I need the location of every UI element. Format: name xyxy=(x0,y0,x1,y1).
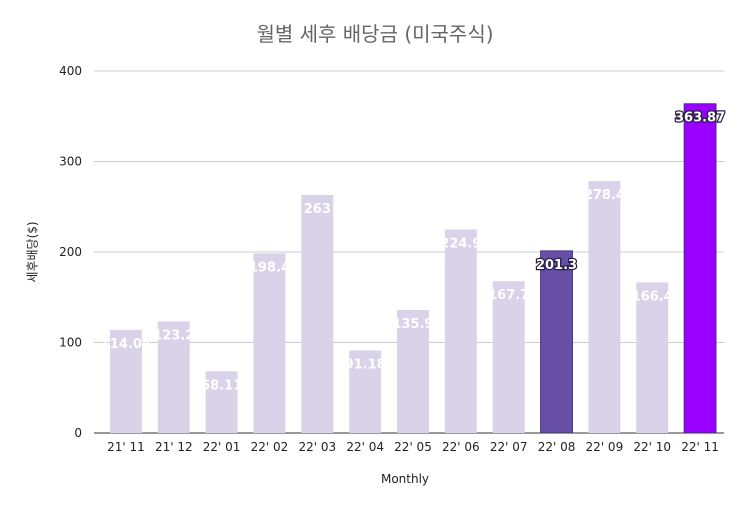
x-tick-label: 21' 11 xyxy=(107,440,145,454)
bar xyxy=(444,229,477,433)
x-tick-label: 22' 09 xyxy=(586,440,624,454)
data-label: 123.2 xyxy=(153,329,194,344)
data-label: 135.9 xyxy=(392,317,433,332)
x-tick-label: 22' 06 xyxy=(442,440,480,454)
y-tick-label: 200 xyxy=(59,245,82,259)
y-tick-label: 0 xyxy=(74,426,82,440)
bar xyxy=(588,181,621,433)
x-tick-label: 22' 08 xyxy=(538,440,576,454)
bar xyxy=(301,194,334,433)
x-tick-label: 22' 01 xyxy=(203,440,241,454)
x-tick-label: 22' 05 xyxy=(394,440,432,454)
data-label: 201.3 xyxy=(536,258,577,273)
data-label: 278.4 xyxy=(584,188,625,203)
bar xyxy=(397,310,429,433)
chart-title: 월별 세후 배당금 (미국주식) xyxy=(256,22,494,46)
x-tick-label: 22' 04 xyxy=(346,440,384,454)
bar xyxy=(205,371,238,433)
data-label: 166.4 xyxy=(632,289,673,304)
data-label: 363.87 xyxy=(675,111,725,126)
bar xyxy=(683,103,717,434)
x-tick-label: 22' 03 xyxy=(298,440,336,454)
bar xyxy=(349,350,382,433)
x-tick-label: 22' 07 xyxy=(490,440,528,454)
x-tick-label: 22' 10 xyxy=(633,440,671,454)
data-label: 198.4 xyxy=(249,260,290,275)
y-tick-label: 100 xyxy=(59,336,82,350)
data-label: 224.9 xyxy=(440,236,481,251)
bar xyxy=(636,282,669,433)
x-tick-label: 22' 11 xyxy=(681,440,719,454)
data-label: 167.7 xyxy=(488,288,529,303)
data-label: 68.11 xyxy=(201,378,242,393)
bar xyxy=(492,281,525,433)
y-tick-label: 400 xyxy=(59,64,82,78)
y-tick-label: 300 xyxy=(59,155,82,169)
data-label: 91.18 xyxy=(345,357,386,372)
bar xyxy=(109,329,142,433)
bar xyxy=(157,321,190,433)
x-tick-label: 22' 02 xyxy=(251,440,289,454)
x-axis-label: Monthly xyxy=(380,472,430,486)
bar xyxy=(253,253,286,433)
x-tick-label: 21' 12 xyxy=(155,440,193,454)
data-label: 263 xyxy=(304,202,331,217)
bar xyxy=(540,250,573,434)
data-label: 114.04 xyxy=(101,337,151,352)
